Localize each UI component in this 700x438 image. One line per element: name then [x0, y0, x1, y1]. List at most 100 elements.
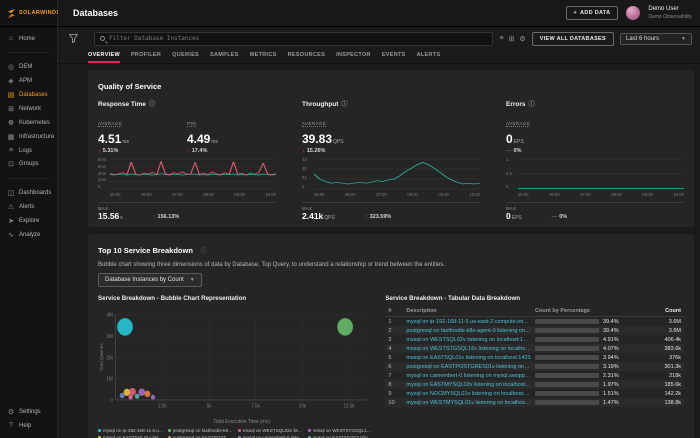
- row-count: 376k: [647, 355, 681, 361]
- info-icon[interactable]: ⓘ: [149, 102, 155, 108]
- breakdown-dimension-select[interactable]: Database Instances by Count ▼: [98, 273, 202, 287]
- stat-average: AVERAGE0EPS—0%: [506, 112, 595, 154]
- bubble-chart: 4M3M2M1M02.5k5k7.5k10k12.5kTotal Executi…: [98, 306, 373, 424]
- tab-metrics[interactable]: METRICS: [250, 52, 277, 63]
- tab-overview[interactable]: OVERVIEW: [88, 52, 120, 63]
- svg-text:4M: 4M: [106, 313, 112, 319]
- legend-item[interactable]: mssql on WESTSTGSQL16v liste...: [308, 428, 374, 433]
- info-icon[interactable]: ⓘ: [200, 249, 206, 255]
- row-description-link[interactable]: postgresql on EASTPOSTGRES01v listening …: [406, 364, 531, 370]
- x-axis-tick: 05:00: [314, 192, 324, 197]
- row-rank: 2: [388, 328, 402, 334]
- qos-panel-errors: ErrorsⓘAVERAGE0EPS—0%10.5005:0006:0007:0…: [506, 99, 684, 221]
- row-description-link[interactable]: mssql on EASTSQL01v listening on localho…: [406, 355, 531, 361]
- row-rank: 8: [388, 382, 402, 388]
- sidebar-nav: ⌂Home ◎DEM◈APM▤Databases⊞Network☸Kubernet…: [0, 27, 57, 247]
- sidebar-item-home[interactable]: ⌂Home: [0, 32, 57, 45]
- grid-view-icon[interactable]: ⊞: [509, 35, 515, 43]
- delta-value: 156.13%: [158, 214, 180, 220]
- network-icon: ⊞: [7, 105, 15, 113]
- info-icon[interactable]: ⓘ: [529, 102, 535, 108]
- apm-icon: ◈: [7, 77, 15, 85]
- max-row: MAX15.56s↑156.13%: [98, 202, 276, 221]
- panel-stats: AVERAGE39.83QPS↓15.26%: [302, 112, 480, 154]
- sidebar-item-groups[interactable]: ⊡Groups: [0, 157, 57, 171]
- svg-text:Total Queries: Total Queries: [99, 342, 104, 371]
- row-description-link[interactable]: mysql on EASTMYSQL02v listening on local…: [406, 382, 531, 388]
- plus-icon: +: [574, 10, 578, 16]
- infrastructure-icon: ▦: [7, 133, 15, 141]
- legend-item[interactable]: mssql on WESTSQL02v listening...: [238, 428, 304, 433]
- sidebar-item-infrastructure[interactable]: ▦Infrastructure: [0, 130, 57, 144]
- x-axis-tick: 09:00: [642, 192, 652, 197]
- row-count: 185.6k: [647, 382, 681, 388]
- sidebar-item-help[interactable]: ?Help: [0, 419, 57, 432]
- x-axis-tick: 10:00: [469, 192, 479, 197]
- table-row: 2 postgresql on fastfoodie-k8s-agent-0 li…: [385, 326, 684, 335]
- row-percentage-cell: 4.91%: [535, 337, 643, 343]
- sidebar-item-apm[interactable]: ◈APM: [0, 74, 57, 88]
- sidebar-item-analyze[interactable]: ∿Analyze: [0, 228, 57, 242]
- row-description-link[interactable]: mysql on NOCMYSQL01v listening on localh…: [406, 391, 531, 397]
- user-info[interactable]: Demo User Demo Observability: [648, 6, 692, 20]
- sidebar-item-kubernetes[interactable]: ☸Kubernetes: [0, 116, 57, 130]
- settings-gear-icon[interactable]: ⚙: [519, 35, 525, 43]
- delta-value: 323.59%: [370, 214, 392, 220]
- view-all-databases-button[interactable]: VIEW ALL DATABASES: [532, 32, 614, 46]
- filter-funnel-icon[interactable]: [69, 34, 78, 43]
- legend-item[interactable]: mysql on ip-192-168-11-5.us-ea...: [98, 428, 164, 433]
- sidebar-item-dem[interactable]: ◎DEM: [0, 60, 57, 74]
- row-description-link[interactable]: mysql on WESTMYSQL01v listening on local…: [406, 400, 531, 406]
- row-description-link[interactable]: mssql on WESTSTGSQL16v listening on loca…: [406, 346, 531, 352]
- add-data-button[interactable]: + ADD DATA: [566, 6, 619, 20]
- row-percentage: 2.31%: [603, 373, 619, 379]
- row-description-link[interactable]: mysql on ip-192-168-11-5.us-east-2.compu…: [406, 319, 531, 325]
- time-range-select[interactable]: Last 6 hours ▼: [620, 33, 692, 45]
- x-axis-tick: 06:00: [549, 192, 559, 197]
- breakdown-table: # Description Count by Percentage Count …: [385, 306, 684, 407]
- list-view-icon[interactable]: ≡: [499, 35, 503, 43]
- breakdown-title: Top 10 Service Breakdown: [98, 246, 193, 255]
- max-row: MAX0EPS—0%: [506, 202, 684, 221]
- sidebar-item-alerts[interactable]: ⚠Alerts: [0, 200, 57, 214]
- sidebar-item-explore[interactable]: ➤Explore: [0, 214, 57, 228]
- arrow-up-icon: ↑: [365, 214, 368, 220]
- sidebar-item-databases[interactable]: ▤Databases: [0, 88, 57, 102]
- delta-value: 5.31%: [103, 148, 119, 154]
- row-percentage: 1.51%: [603, 391, 619, 397]
- row-rank: 3: [388, 337, 402, 343]
- row-description-link[interactable]: postgresql on fastfoodie-k8s-agent-0 lis…: [406, 328, 531, 334]
- info-icon[interactable]: ⓘ: [341, 102, 347, 108]
- x-axis-tick: 08:00: [611, 192, 621, 197]
- tab-queries[interactable]: QUERIES: [172, 52, 199, 63]
- tab-alerts[interactable]: ALERTS: [417, 52, 441, 63]
- table-row: 8 mysql on EASTMYSQL02v listening on loca…: [385, 380, 684, 389]
- brand-name: SOLARWINDS: [19, 10, 60, 16]
- legend-item[interactable]: postgresql on fastfoodie-k8s-age...: [168, 428, 234, 433]
- row-description-link[interactable]: mssql on WESTSQL02v listening on localho…: [406, 337, 531, 343]
- table-row: 1mysql on ip-192-168-11-5.us-east-2.comp…: [385, 317, 684, 326]
- tab-profiler[interactable]: PROFILER: [131, 52, 161, 63]
- sidebar-item-network[interactable]: ⊞Network: [0, 102, 57, 116]
- panel-title-text: Errors: [506, 101, 526, 108]
- svg-text:2M: 2M: [106, 355, 112, 361]
- stat-value: 0EPS: [506, 132, 595, 146]
- sidebar-item-logs[interactable]: ≡Logs: [0, 144, 57, 157]
- row-description-link[interactable]: mysql on camembert-0 listening on mysql.…: [406, 373, 531, 379]
- user-avatar[interactable]: [626, 6, 640, 20]
- sidebar-item-settings[interactable]: ⚙Settings: [0, 405, 57, 419]
- brand-logo[interactable]: SOLARWINDS: [0, 0, 57, 27]
- tab-events[interactable]: EVENTS: [382, 52, 406, 63]
- tab-inspector[interactable]: INSPECTOR: [336, 52, 371, 63]
- y-axis-tick: 6ms: [98, 165, 106, 169]
- search-input[interactable]: [109, 35, 487, 42]
- explore-icon: ➤: [7, 217, 15, 225]
- tab-resources[interactable]: RESOURCES: [288, 52, 326, 63]
- svg-text:10k: 10k: [299, 403, 307, 409]
- y-axis-tick: 0: [506, 185, 508, 189]
- sidebar-item-label: Help: [19, 423, 31, 429]
- tab-samples[interactable]: SAMPLES: [210, 52, 239, 63]
- panel-title: Throughputⓘ: [302, 99, 480, 108]
- sidebar-item-label: Dashboards: [19, 190, 51, 196]
- sidebar-item-dashboards[interactable]: ◫Dashboards: [0, 186, 57, 200]
